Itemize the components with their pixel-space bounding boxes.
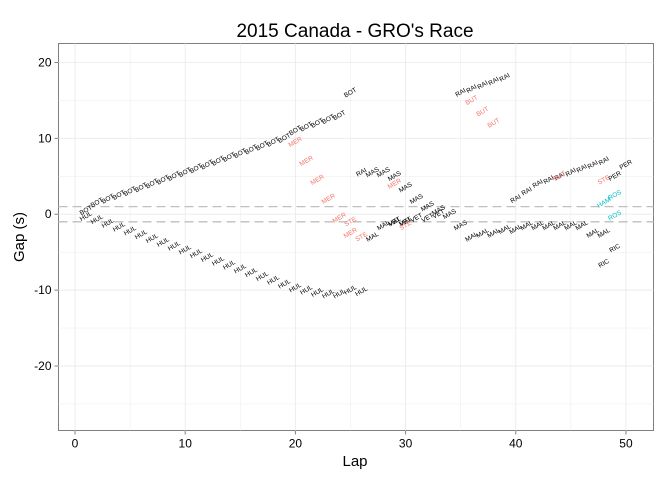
y-tick-label: 0	[45, 207, 52, 221]
x-tick-label: 20	[289, 437, 303, 451]
point-label-rai: RAI	[355, 167, 368, 179]
x-tick-label: 40	[509, 437, 523, 451]
chart-title: 2015 Canada - GRO's Race	[236, 21, 473, 42]
point-label-rai: RAI	[509, 193, 522, 205]
x-tick-label: 10	[179, 437, 193, 451]
point-label-rai: RAI	[542, 174, 555, 186]
point-label-rai: RAI	[476, 80, 489, 92]
reference-lines	[58, 205, 654, 223]
point-label-rai: RAI	[454, 87, 467, 99]
y-tick-label: 20	[38, 55, 52, 69]
point-label-rai: RAI	[487, 76, 500, 88]
point-label-rai: RAI	[465, 83, 478, 95]
axes: 0 10 20 30 40 50 -20 -10 0 10 20	[34, 55, 633, 450]
point-label-ric: RIC	[597, 258, 610, 270]
point-label-rai: RAI	[565, 167, 578, 179]
y-tick-label: -10	[34, 283, 52, 297]
point-label-rai: RAI	[498, 72, 511, 84]
y-tick-label: 10	[38, 131, 52, 145]
point-label-rai: RAI	[598, 155, 611, 167]
point-label-rai: RAI	[587, 159, 600, 171]
x-axis-title: Lap	[342, 453, 367, 470]
point-label-rai: RAI	[531, 178, 544, 190]
point-label-rai: RAI	[520, 186, 533, 198]
y-tick-label: -20	[34, 359, 52, 373]
y-axis-title: Gap (s)	[11, 212, 28, 262]
x-tick-label: 50	[619, 437, 633, 451]
x-tick-label: 30	[399, 437, 413, 451]
x-tick-label: 0	[72, 437, 79, 451]
point-label-ric: RIC	[608, 243, 621, 255]
grid-lines	[58, 43, 654, 431]
point-label-rai: RAI	[554, 171, 567, 183]
point-label-rai: RAI	[576, 163, 589, 175]
